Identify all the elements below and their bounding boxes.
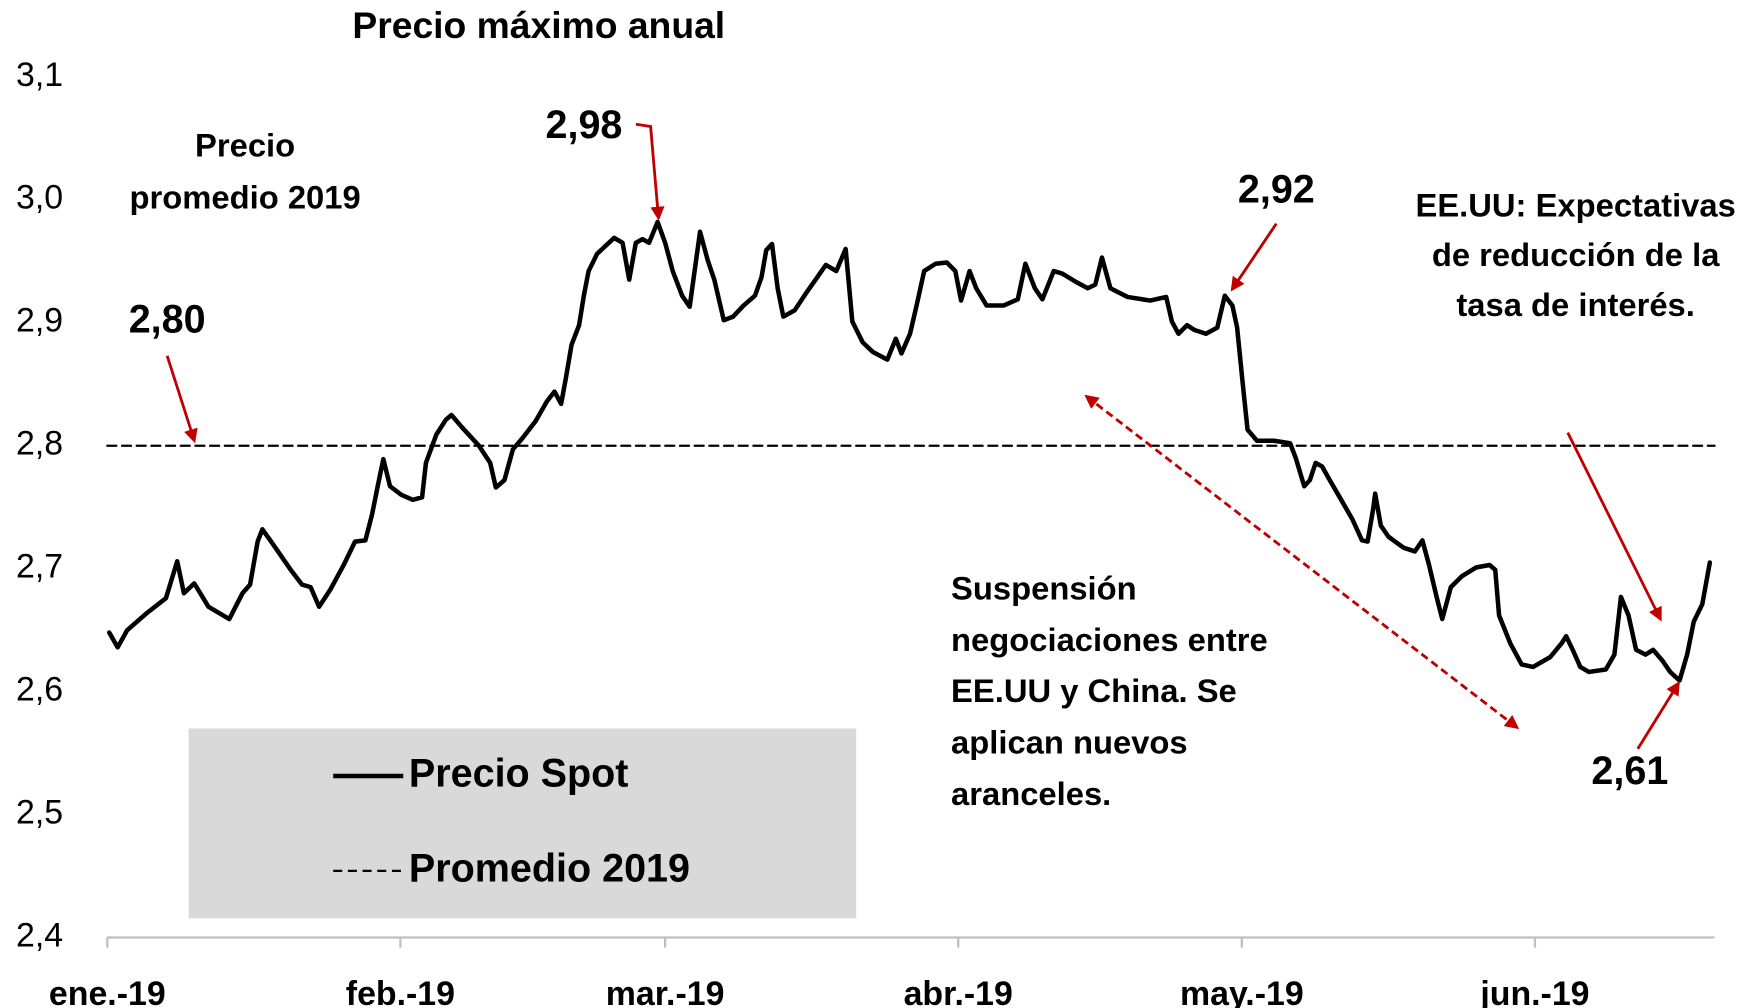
x-tick-label: ene.-19 — [49, 975, 166, 1008]
y-tick-label: 2,4 — [16, 916, 63, 954]
x-tick-label: may.-19 — [1180, 975, 1304, 1008]
annotation-text: EE.UU y China. Se — [951, 672, 1237, 709]
annotation-text: de reducción de la — [1432, 236, 1720, 273]
annotation-text: Precio — [195, 127, 295, 164]
annotation-arrow — [1084, 394, 1520, 730]
legend-label: Promedio 2019 — [409, 846, 690, 890]
annotation-text: 2,98 — [545, 103, 622, 147]
legend-box — [188, 728, 857, 919]
annotation-arrow — [635, 122, 665, 221]
chart-title: Precio máximo anual — [352, 4, 725, 46]
annotation-text: promedio 2019 — [130, 179, 361, 216]
annotation-text: negociaciones entre — [951, 621, 1268, 658]
y-tick-label: 2,8 — [16, 425, 63, 463]
x-tick-label: jun.-19 — [1479, 975, 1589, 1008]
y-tick-label: 2,9 — [16, 302, 63, 340]
annotation-arrow — [165, 355, 198, 444]
annotation-text: aranceles. — [951, 775, 1111, 812]
annotation-text: 2,92 — [1238, 167, 1315, 211]
annotation-text: tasa de interés. — [1456, 286, 1694, 323]
annotation-text: EE.UU: Expectativas — [1415, 186, 1735, 223]
x-tick-label: mar.-19 — [606, 975, 725, 1008]
y-tick-label: 3,0 — [16, 179, 63, 217]
annotation-arrow — [1566, 431, 1662, 622]
annotation-text: 2,80 — [129, 297, 206, 341]
y-tick-label: 2,7 — [16, 548, 63, 586]
annotation-arrow — [1636, 680, 1680, 750]
legend-label: Precio Spot — [409, 751, 629, 795]
x-tick-label: feb.-19 — [346, 975, 455, 1008]
annotation-text: 2,61 — [1591, 749, 1668, 793]
annotation-text: aplican nuevos — [951, 724, 1188, 761]
annotation-text: Suspensión — [951, 569, 1137, 606]
y-tick-label: 3,1 — [16, 56, 63, 94]
plot: Precio máximo anual 2,4 2,5 2,6 2,7 2,8 2,9 3,… — [16, 4, 1736, 1008]
annotation-arrow — [1230, 222, 1278, 292]
x-tick-label: abr.-19 — [904, 975, 1013, 1008]
y-tick-label: 2,5 — [16, 793, 63, 831]
y-tick-label: 2,6 — [16, 671, 63, 709]
